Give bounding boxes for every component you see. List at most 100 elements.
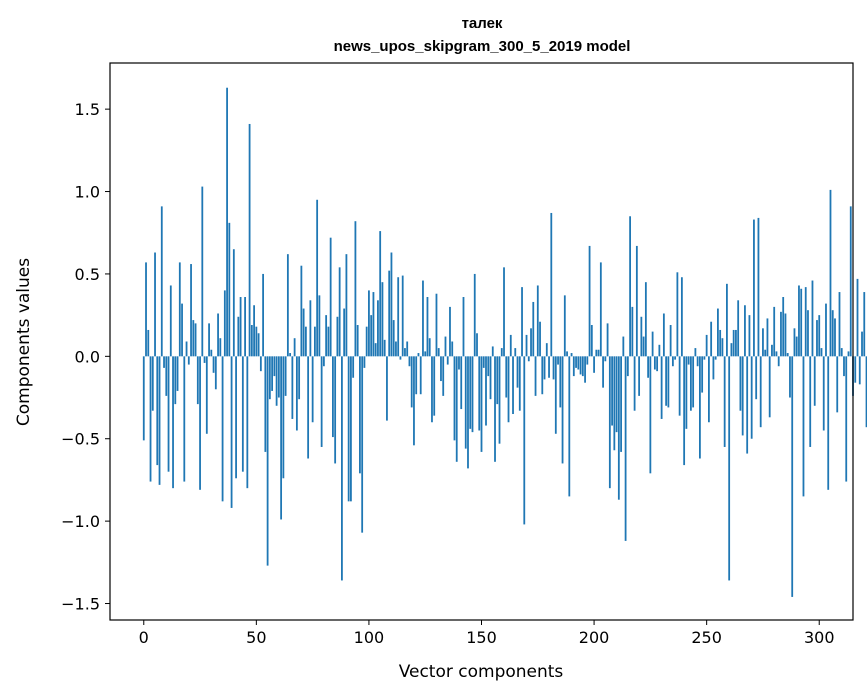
bar [196, 356, 199, 405]
bar [160, 206, 163, 357]
bar [410, 356, 413, 408]
bar [669, 325, 672, 357]
bar [561, 356, 564, 464]
bar [809, 356, 812, 447]
bar [516, 356, 519, 388]
bar [750, 356, 753, 439]
bar [714, 356, 717, 360]
bar [755, 356, 758, 400]
bar [266, 356, 269, 566]
bar [293, 338, 296, 357]
bar [570, 353, 573, 357]
bar [178, 262, 181, 357]
bar [699, 356, 701, 459]
bar [460, 356, 463, 410]
bar [426, 297, 429, 357]
bar [190, 264, 192, 357]
bar [638, 356, 641, 396]
bar [210, 349, 213, 357]
bar [768, 356, 771, 418]
bar [295, 356, 298, 431]
bar [762, 328, 764, 357]
bar [419, 356, 422, 395]
bar [300, 265, 303, 357]
bar [259, 356, 262, 372]
x-tick-label: 100 [354, 628, 385, 647]
bar [545, 343, 548, 357]
bar [543, 356, 546, 380]
bar [388, 270, 391, 357]
bar [789, 356, 791, 398]
plot-frame [109, 62, 854, 621]
bar [347, 356, 350, 502]
x-axis-ticks: 0 50 100 150 200 250 300 [139, 620, 835, 647]
bar [615, 356, 618, 433]
bar [262, 273, 264, 357]
bar [219, 338, 222, 357]
bar [226, 87, 228, 357]
x-tick-label: 250 [691, 628, 722, 647]
bar [422, 280, 424, 357]
bar [687, 356, 690, 365]
bar [557, 356, 559, 365]
bar [782, 297, 785, 357]
bar [313, 326, 316, 357]
bar [239, 297, 242, 357]
bar [406, 341, 409, 357]
bar [703, 356, 706, 360]
bar [444, 336, 447, 357]
bar [640, 316, 643, 357]
bar [174, 356, 177, 405]
bar [665, 356, 668, 406]
bar [379, 231, 382, 357]
bar [181, 303, 183, 357]
bar [435, 293, 438, 357]
bar [525, 334, 528, 357]
bar [620, 356, 622, 452]
bar [813, 356, 816, 406]
bar [334, 356, 337, 464]
bar [795, 336, 798, 357]
bar [431, 356, 433, 423]
bar [478, 356, 481, 431]
bar [368, 290, 370, 357]
bar [674, 356, 677, 360]
bar [800, 288, 803, 357]
bar [613, 356, 616, 451]
bar [415, 356, 418, 395]
bar [395, 341, 397, 357]
bar [678, 356, 681, 416]
bar [780, 311, 782, 357]
bar [253, 305, 255, 357]
bar [764, 349, 767, 357]
bar [158, 356, 161, 485]
bar [172, 356, 174, 489]
bar [320, 356, 323, 447]
bar [849, 206, 852, 357]
bar [728, 356, 731, 581]
bar [719, 329, 722, 357]
bar [590, 325, 593, 357]
bar [145, 262, 147, 357]
bar [629, 216, 631, 357]
bar [566, 351, 568, 357]
bar [397, 277, 400, 357]
bar [417, 353, 420, 357]
bar [604, 356, 607, 362]
bar [404, 348, 406, 357]
y-tick-label: 1.0 [75, 183, 100, 202]
bar [732, 329, 735, 357]
bar [311, 356, 314, 423]
bar [304, 326, 307, 357]
bar [854, 356, 857, 383]
bar [644, 282, 647, 357]
bar [494, 356, 496, 462]
bar [653, 356, 656, 370]
bar [631, 306, 634, 357]
bar [552, 356, 555, 380]
bar [836, 356, 839, 413]
bar [386, 356, 388, 421]
bar [825, 303, 827, 357]
bar [255, 326, 258, 357]
bar [708, 356, 710, 423]
